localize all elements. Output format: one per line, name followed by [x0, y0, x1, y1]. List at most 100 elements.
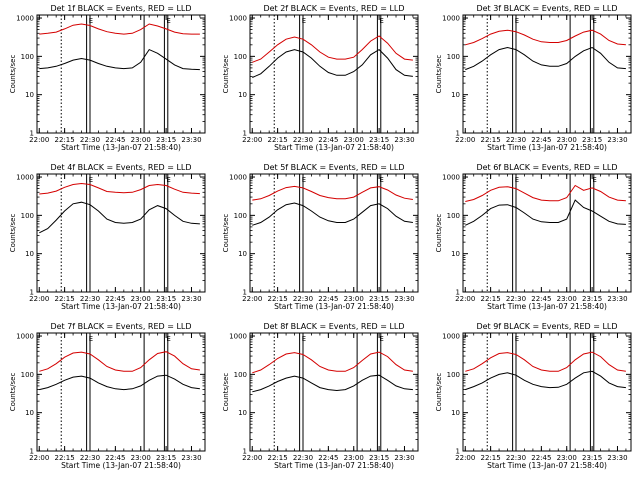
- marker-annotation: E: [515, 335, 519, 343]
- x-tick-label: 23:00: [557, 295, 577, 303]
- panel-det-3: Det 3f BLACK = Events, RED = LLD 1 10 100 10…: [435, 4, 632, 152]
- x-tick-label: 22:45: [318, 454, 338, 462]
- y-axis-label: Counts/sec: [9, 373, 17, 412]
- series-events-line: [465, 199, 626, 226]
- panel-title: Det 5f BLACK = Events, RED = LLD: [263, 163, 404, 172]
- y-axis-label: Counts/sec: [435, 55, 443, 94]
- y-tick-label: 1: [456, 289, 460, 297]
- y-tick-label: 1: [456, 448, 460, 456]
- series-lld-line: [39, 23, 200, 35]
- plot-frame: [249, 173, 419, 293]
- y-tick-label: 1000: [229, 174, 247, 182]
- x-tick-label: 23:30: [394, 136, 414, 144]
- x-tick-label: 22:30: [293, 136, 313, 144]
- y-axis-label: Counts/sec: [222, 373, 230, 412]
- y-tick-label: 10: [25, 250, 34, 258]
- panel-title: Det 9f BLACK = Events, RED = LLD: [476, 322, 617, 331]
- series-lld-line: [465, 29, 626, 46]
- x-tick-label: 22:00: [29, 295, 49, 303]
- series-events-line: [252, 374, 413, 393]
- marker-annotation: E: [89, 176, 93, 184]
- x-tick-label: 22:15: [55, 136, 75, 144]
- x-tick-label: 23:15: [369, 136, 389, 144]
- series-events-line: [39, 201, 200, 234]
- panel-title: Det 8f BLACK = Events, RED = LLD: [263, 322, 404, 331]
- y-axis-label: Counts/sec: [222, 55, 230, 94]
- y-axis-label: Counts/sec: [435, 214, 443, 253]
- plot-frame: [249, 332, 419, 452]
- marker-annotation: E: [515, 176, 519, 184]
- x-tick-label: 22:15: [481, 454, 501, 462]
- x-tick-label: 22:30: [293, 295, 313, 303]
- series-events-line: [39, 374, 200, 391]
- x-tick-label: 23:15: [582, 454, 602, 462]
- y-axis-label: Counts/sec: [9, 55, 17, 94]
- x-tick-label: 23:00: [344, 454, 364, 462]
- x-tick-label: 23:15: [582, 295, 602, 303]
- x-tick-label: 22:30: [80, 136, 100, 144]
- series-lld-line: [39, 351, 200, 372]
- y-tick-label: 1: [30, 130, 34, 138]
- plot-frame: [462, 173, 632, 293]
- y-tick-label: 100: [234, 53, 247, 61]
- panel-title: Det 6f BLACK = Events, RED = LLD: [476, 163, 617, 172]
- marker-annotation: E: [166, 176, 170, 184]
- panel-title: Det 1f BLACK = Events, RED = LLD: [50, 4, 191, 13]
- y-tick-label: 1000: [16, 15, 34, 23]
- y-tick-label: 100: [447, 371, 460, 379]
- x-tick-label: 23:30: [394, 454, 414, 462]
- panel-title: Det 4f BLACK = Events, RED = LLD: [50, 163, 191, 172]
- panel-det-4: Det 4f BLACK = Events, RED = LLD 1 10 100 10…: [9, 163, 206, 311]
- x-tick-label: 22:30: [506, 136, 526, 144]
- x-tick-label: 22:00: [29, 454, 49, 462]
- x-tick-label: 23:00: [344, 295, 364, 303]
- series-lld-line: [465, 351, 626, 372]
- y-tick-label: 1000: [16, 333, 34, 341]
- y-tick-label: 1: [243, 130, 247, 138]
- x-tick-label: 23:00: [557, 454, 577, 462]
- y-tick-label: 100: [21, 371, 34, 379]
- y-tick-label: 1: [243, 289, 247, 297]
- x-tick-label: 23:00: [131, 454, 151, 462]
- x-tick-label: 22:45: [105, 454, 125, 462]
- x-axis-label: Start Time (13-Jan-07 21:58:40): [487, 143, 607, 152]
- y-axis-label: Counts/sec: [222, 214, 230, 253]
- x-tick-label: 22:45: [318, 136, 338, 144]
- x-axis-label: Start Time (13-Jan-07 21:58:40): [274, 302, 394, 311]
- x-tick-label: 22:30: [506, 454, 526, 462]
- panel-det-6: Det 6f BLACK = Events, RED = LLD 1 10 100 10…: [435, 163, 632, 311]
- marker-annotation: E: [592, 17, 596, 25]
- x-tick-label: 22:15: [481, 136, 501, 144]
- marker-annotation: E: [302, 335, 306, 343]
- series-lld-line: [39, 182, 200, 195]
- plot-frame: [462, 332, 632, 452]
- plot-frame: [36, 173, 206, 293]
- panel-title: Det 7f BLACK = Events, RED = LLD: [50, 322, 191, 331]
- x-tick-label: 23:30: [394, 295, 414, 303]
- x-tick-label: 23:15: [582, 136, 602, 144]
- y-axis-label: Counts/sec: [9, 214, 17, 253]
- marker-annotation: E: [166, 335, 170, 343]
- series-events-line: [39, 48, 200, 71]
- series-events-line: [465, 370, 626, 391]
- x-tick-label: 23:15: [369, 295, 389, 303]
- x-tick-label: 23:30: [181, 454, 201, 462]
- x-tick-label: 23:15: [156, 295, 176, 303]
- marker-annotation: E: [302, 17, 306, 25]
- x-tick-label: 22:45: [105, 136, 125, 144]
- x-tick-label: 22:15: [55, 295, 75, 303]
- y-tick-label: 10: [25, 409, 34, 417]
- y-tick-label: 1: [456, 130, 460, 138]
- y-tick-label: 10: [451, 91, 460, 99]
- y-tick-label: 1000: [16, 174, 34, 182]
- x-tick-label: 22:00: [455, 295, 475, 303]
- x-axis-label: Start Time (13-Jan-07 21:58:40): [274, 143, 394, 152]
- y-tick-label: 1000: [442, 174, 460, 182]
- x-tick-label: 22:45: [531, 454, 551, 462]
- marker-annotation: E: [166, 17, 170, 25]
- x-tick-label: 22:45: [531, 295, 551, 303]
- x-tick-label: 23:00: [344, 136, 364, 144]
- x-tick-label: 22:15: [55, 454, 75, 462]
- x-axis-label: Start Time (13-Jan-07 21:58:40): [61, 461, 181, 470]
